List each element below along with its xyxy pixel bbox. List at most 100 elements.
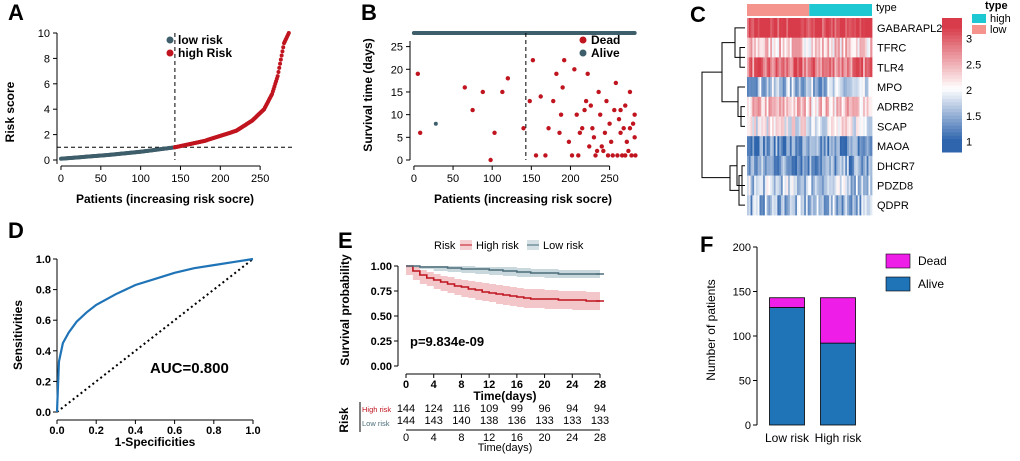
heatmap-cell [809,155,812,176]
heatmap-cell [797,37,800,58]
heatmap-cell [820,96,823,117]
heatmap-cell [797,77,800,98]
dead-point [633,153,638,158]
heatmap-cell [786,116,789,137]
heatmap-cell [829,96,832,117]
heatmap-cell [854,57,857,78]
heatmap-cell [773,195,776,216]
type-legend-swatch-high [972,14,986,23]
heatmap-cell [807,195,810,216]
heatmap-cell [855,116,859,137]
heatmap-cell [759,96,762,117]
heatmap-cell [870,57,873,78]
risk-table-count: 133 [591,415,609,427]
dead-point [580,126,585,131]
panel-a-xlabel: Patients (increasing risk socre) [76,192,254,206]
heatmap-cell [770,37,773,58]
colorscale-segment [942,61,962,66]
heatmap-row-pdzd8 [747,175,873,196]
dead-point [500,89,505,95]
heatmap-cell [752,136,755,157]
heatmap-cell [773,136,776,157]
heatmap-cell [759,155,762,176]
heatmap-cell [752,37,755,58]
heatmap-cell [798,37,801,58]
heatmap-cell [841,136,844,157]
heatmap-cell [863,136,866,157]
colorscale-segment [942,121,962,126]
dead-point [417,130,423,135]
heatmap-cell [793,77,796,98]
heatmap-cell [748,136,751,157]
dead-point [588,103,594,108]
colorscale-segment [942,41,962,46]
heatmap-cell [823,77,826,98]
heatmap-cell [857,116,860,137]
heatmap-cell [763,195,766,216]
heatmap-cell [772,155,775,176]
heatmap-cell [793,116,796,137]
colorscale-segment [942,38,962,42]
heatmap-cell [763,57,766,78]
panel-e-legend: Risk High risk Low risk [434,240,584,252]
heatmap-cell [820,18,823,39]
heatmap-cell [800,116,803,137]
heatmap-cell [757,37,760,58]
heatmap-cell [754,136,757,157]
heatmap-cell [830,116,834,137]
heatmap-cell [755,155,759,176]
heatmap-cell [750,37,753,58]
heatmap-cell [855,57,859,78]
colorscale-segment [942,131,962,136]
heatmap-cell [854,155,857,176]
risk-table-count: 138 [480,415,498,427]
heatmap-cell [764,37,768,58]
heatmap-cell [779,57,782,78]
panel-f-ylabel: Number of patients [704,279,718,380]
heatmap-cell [748,18,751,39]
colorscale-segment [942,68,962,73]
heatmap-cell [793,175,796,196]
heatmap-cell [747,37,750,58]
heatmap-cell [811,116,814,137]
risk-table-xtick-label: 12 [483,432,495,444]
dead-point [492,130,497,135]
heatmap-cell [870,175,873,196]
colorscale-tick-label: 3 [966,34,972,46]
heatmap-cell [761,136,764,157]
colorscale-tick-label: 1 [966,137,972,149]
heatmap-cell [789,37,793,58]
heatmap-cell [752,175,755,196]
heatmap-cell [766,18,769,39]
heatmap-cell [780,195,784,216]
heatmap-cell [816,195,819,216]
heatmap-cell [850,195,853,216]
heatmap-cell [770,116,773,137]
heatmap-cell [816,37,819,58]
colorscale-segment [942,138,962,143]
heatmap-cell [823,18,826,39]
heatmap-cell [859,77,862,98]
heatmap-cell [807,116,810,137]
panel-d-ytick-label: 0.4 [36,346,52,358]
heatmap-cell [764,77,768,98]
heatmap-cell [795,37,798,58]
heatmap-cell [820,195,823,216]
heatmap-cell [768,116,771,137]
heatmap-cell [754,18,757,39]
heatmap-cell [834,195,837,216]
heatmap-cell [748,77,751,98]
heatmap-cell [838,116,841,137]
high-risk-point [278,57,283,62]
heatmap-cell [764,18,768,39]
dead-point [546,126,551,131]
heatmap-cell [809,37,812,58]
heatmap-cell [766,37,769,58]
heatmap-cell [789,195,793,216]
heatmap-row-mpo [747,77,873,98]
heatmap-cell [795,18,798,39]
heatmap-cell [786,136,789,157]
heatmap-cell [852,195,855,216]
heatmap-cell [766,57,769,78]
heatmap-cell [780,77,784,98]
